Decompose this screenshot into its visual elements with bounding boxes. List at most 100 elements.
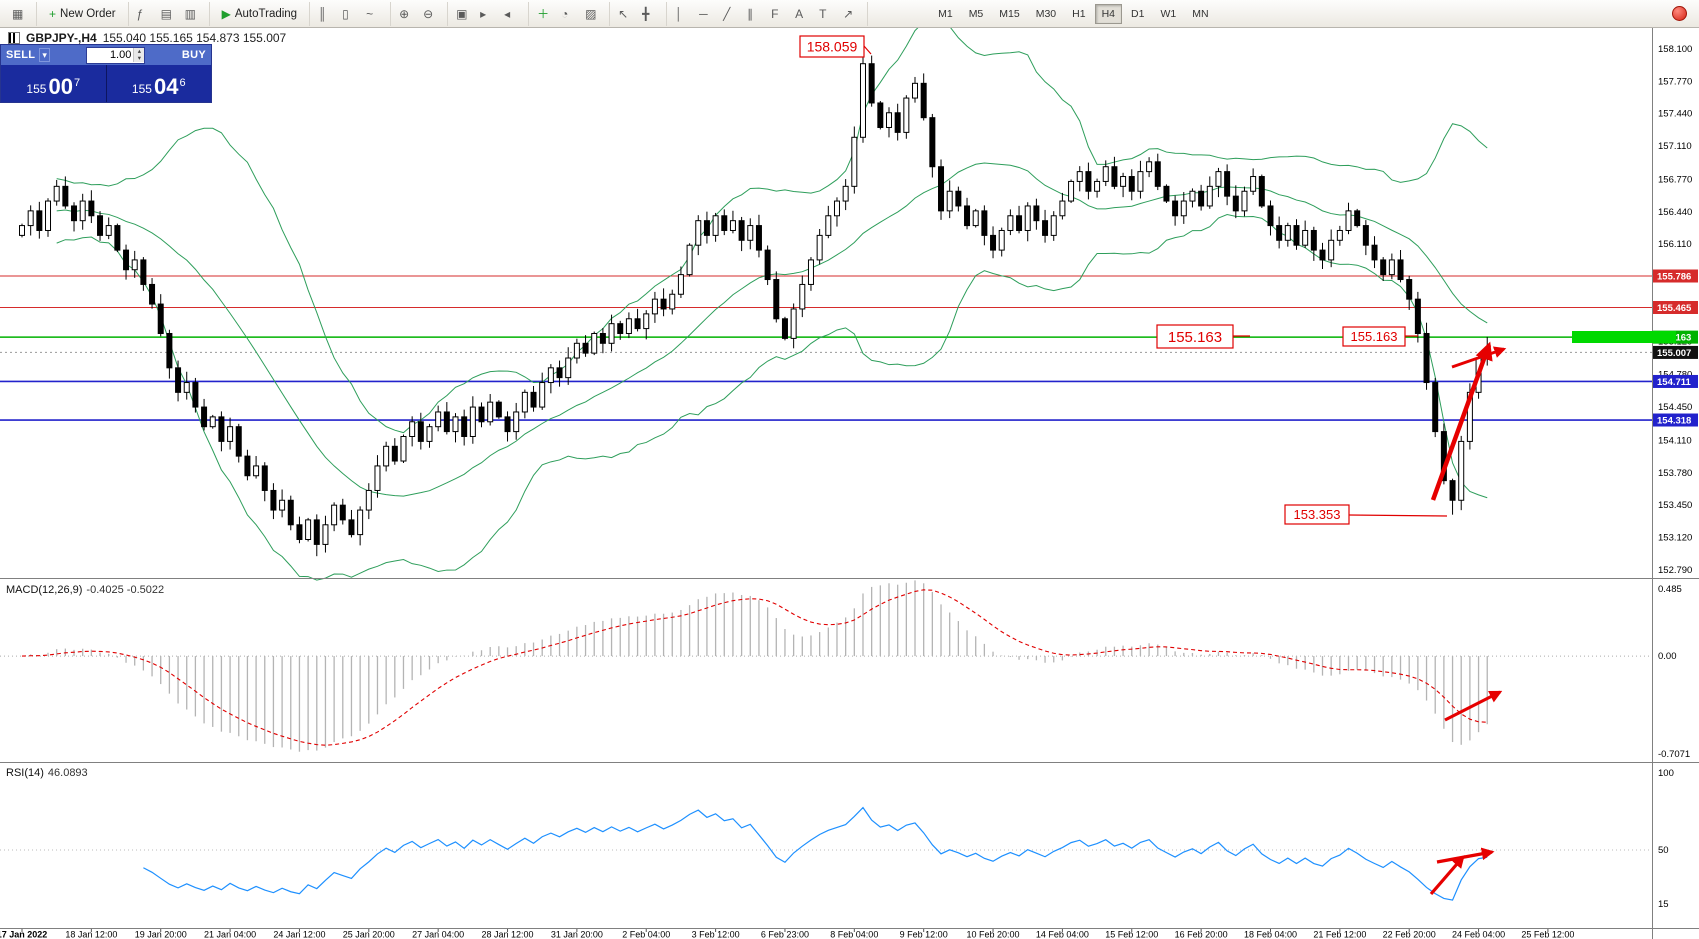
timeframe-mn[interactable]: MN (1185, 4, 1215, 24)
text-icon[interactable]: A (791, 3, 815, 25)
svg-text:157.440: 157.440 (1658, 109, 1692, 120)
volume-stepper: ▴ ▾ (133, 48, 145, 62)
volume-down-icon[interactable]: ▾ (137, 55, 141, 62)
bar-chart-icon: ║ (318, 6, 327, 21)
svg-text:50: 50 (1658, 845, 1669, 856)
svg-text:156.440: 156.440 (1658, 207, 1692, 218)
templates-icon[interactable]: ▨ (581, 3, 605, 25)
auto-scroll-icon[interactable]: ▸ (476, 3, 500, 25)
zoom-out-icon[interactable]: ⊖ (419, 3, 443, 25)
price-chart[interactable]: 158.100 157.770 157.440 157.110 156.770 156.4… (0, 28, 1699, 939)
rsi-indicator-label: RSI(14) 46.0893 (6, 767, 88, 779)
svg-text:153.353: 153.353 (1294, 507, 1341, 522)
line-chart-icon[interactable]: ~ (362, 3, 386, 25)
charts-window-icon[interactable]: ▦ (8, 3, 32, 25)
svg-text:31 Jan 20:00: 31 Jan 20:00 (551, 930, 603, 939)
vertical-line-icon[interactable]: │ (671, 3, 695, 25)
svg-text:21 Feb 12:00: 21 Feb 12:00 (1313, 930, 1366, 939)
sell-price-prefix: 155 (26, 82, 47, 96)
svg-text:158.059: 158.059 (807, 39, 858, 55)
label-icon[interactable]: T (815, 3, 839, 25)
chart-window: 158.100 157.770 157.440 157.110 156.770 156.4… (0, 28, 1699, 939)
svg-text:28 Jan 12:00: 28 Jan 12:00 (481, 930, 533, 939)
price-scale[interactable]: 158.100 157.770 157.440 157.110 156.770 156.4… (1652, 28, 1699, 939)
timeframe-w1[interactable]: W1 (1153, 4, 1183, 24)
timeframe-h1[interactable]: H1 (1065, 4, 1092, 24)
svg-text:19 Jan 20:00: 19 Jan 20:00 (135, 930, 187, 939)
new-order-button[interactable]: + New Order (41, 3, 124, 25)
chart-shift-icon[interactable]: ◂ (500, 3, 524, 25)
buy-price-pip: 6 (179, 77, 186, 89)
horizontal-line-icon[interactable]: ─ (695, 3, 719, 25)
fibonacci-icon[interactable]: F (767, 3, 791, 25)
main-toolbar: ▦ + New Order ƒ ▤ ▥ ▶ AutoTrading ║ ▯ ~ ⊕ ⊖ ▣ ▸ ◂ ＋ ◔ ▨ ↖ ╋ │… (0, 0, 1699, 28)
bar-chart-icon[interactable]: ║ (314, 3, 338, 25)
horizontal-line-icon: ─ (699, 6, 708, 21)
periods-icon[interactable]: ◔ (557, 3, 581, 25)
tile-windows-icon: ▣ (456, 6, 468, 21)
svg-text:154.711: 154.711 (1657, 377, 1692, 388)
svg-text:24 Feb 04:00: 24 Feb 04:00 (1452, 930, 1505, 939)
expert-advisors-icon[interactable]: ƒ (133, 3, 157, 25)
cursor-icon[interactable]: ↖ (614, 3, 638, 25)
timeframe-m5[interactable]: M5 (962, 4, 991, 24)
rsi-pane (0, 806, 1652, 901)
buy-button[interactable]: 155 04 6 (106, 65, 211, 102)
crosshair-icon: ╋ (642, 6, 650, 21)
trend-arrow (1451, 346, 1507, 369)
trend-arrow (1429, 855, 1465, 896)
svg-text:22 Feb 20:00: 22 Feb 20:00 (1383, 930, 1436, 939)
macd-pane (0, 580, 1652, 752)
expert-advisors-icon: ƒ (136, 6, 144, 21)
volume-input[interactable] (87, 49, 134, 61)
svg-text:155.007: 155.007 (1657, 348, 1691, 359)
market-watch-icon[interactable]: ▤ (157, 3, 181, 25)
zoom-in-icon[interactable]: ⊕ (395, 3, 419, 25)
autotrading-button[interactable]: ▶ AutoTrading (214, 3, 305, 25)
trend-arrow (1430, 341, 1493, 501)
indicators-icon[interactable]: ＋ (533, 3, 557, 25)
svg-text:155.465: 155.465 (1657, 303, 1692, 314)
svg-text:3 Feb 12:00: 3 Feb 12:00 (692, 930, 740, 939)
navigator-icon[interactable]: ▥ (181, 3, 205, 25)
crosshair-icon[interactable]: ╋ (638, 3, 662, 25)
svg-text:152.790: 152.790 (1658, 565, 1692, 576)
volume-up-icon[interactable]: ▴ (137, 48, 141, 55)
trendline-icon[interactable]: ╱ (719, 3, 743, 25)
timeframe-m1[interactable]: M1 (931, 4, 960, 24)
svg-text:2 Feb 04:00: 2 Feb 04:00 (622, 930, 670, 939)
svg-text:18 Feb 04:00: 18 Feb 04:00 (1244, 930, 1297, 939)
arrows-icon[interactable]: ↗ (839, 3, 863, 25)
one-click-expand-caret-icon[interactable]: ▾ (39, 48, 50, 62)
timeframe-d1[interactable]: D1 (1124, 4, 1151, 24)
chart-shift-icon: ◂ (504, 6, 511, 21)
equidistant-channel-icon[interactable]: ∥ (743, 3, 767, 25)
zoom-in-icon: ⊕ (399, 6, 410, 21)
annotations[interactable]: 158.059 155.163 155.163 153.353 (799, 35, 1676, 896)
svg-text:100: 100 (1658, 768, 1674, 779)
time-axis[interactable]: 17 Jan 2022 18 Jan 12:00 19 Jan 20:00 21 Ja… (0, 929, 1574, 939)
svg-text:16 Feb 20:00: 16 Feb 20:00 (1175, 930, 1228, 939)
price-annotation-box (1156, 324, 1234, 349)
trend-arrow (1444, 690, 1503, 722)
sell-button[interactable]: 155 00 7 (1, 65, 107, 102)
macd-indicator-label: MACD(12,26,9) -0.4025 -0.5022 (6, 584, 164, 596)
new-order-button-label: New Order (60, 7, 116, 20)
timeframe-m15[interactable]: M15 (992, 4, 1026, 24)
svg-text:153.450: 153.450 (1658, 500, 1692, 511)
timeframe-h4[interactable]: H4 (1094, 3, 1123, 24)
charts-window-icon: ▦ (12, 6, 24, 21)
buy-price-prefix: 155 (131, 82, 152, 96)
timeframe-m30[interactable]: M30 (1029, 4, 1063, 24)
rsi-name: RSI(14) (6, 767, 44, 779)
svg-text:24 Jan 12:00: 24 Jan 12:00 (273, 930, 325, 939)
line-chart-icon: ~ (366, 6, 374, 21)
chart-symbol-period: GBPJPY-,H4 (26, 31, 97, 45)
indicators-icon: ＋ (537, 6, 550, 21)
fibonacci-icon: F (771, 6, 779, 21)
tile-windows-icon[interactable]: ▣ (452, 3, 476, 25)
candlestick-chart-icon[interactable]: ▯ (338, 3, 362, 25)
sell-price-main: 00 (48, 74, 73, 99)
chart-symbol-icon (8, 32, 20, 44)
